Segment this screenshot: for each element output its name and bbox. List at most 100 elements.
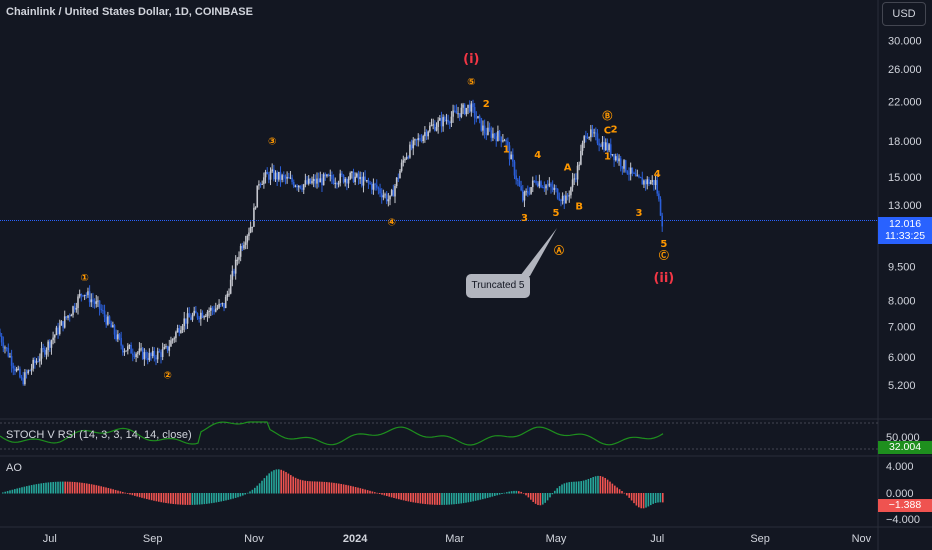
ao-bar [405, 493, 407, 501]
ao-label[interactable]: AO [6, 462, 22, 474]
candle-body [153, 350, 156, 358]
candle-body [565, 195, 567, 204]
candle-body [248, 232, 250, 236]
candle-body [221, 302, 224, 304]
ao-bar [14, 489, 16, 494]
candle-body [186, 313, 189, 324]
ao-bar [114, 489, 117, 494]
candle-body [309, 178, 312, 184]
candle-body [382, 195, 385, 198]
candle-body [390, 190, 393, 196]
ao-bar [374, 492, 376, 494]
price-tick-label: 30.000 [888, 36, 922, 48]
candle-body [583, 136, 585, 144]
ao-bar [59, 481, 62, 494]
candle-body [531, 180, 534, 188]
ao-bar [484, 493, 486, 499]
candle-body [329, 175, 332, 177]
candle-body [361, 176, 363, 186]
ao-bar [532, 493, 534, 502]
ao-bar [299, 479, 302, 494]
candle-body [291, 177, 293, 182]
ao-bar [345, 484, 347, 494]
currency-button[interactable]: USD [882, 2, 926, 26]
ao-bar [143, 493, 146, 499]
candle-body [39, 358, 41, 362]
candle-body [603, 141, 605, 151]
ao-bar [556, 488, 558, 494]
candle-body [35, 361, 38, 363]
candle-body [604, 142, 607, 151]
candle-body [447, 119, 449, 123]
candle-body [183, 318, 186, 327]
truncated-5-callout: Truncated 5 [466, 274, 530, 298]
candle-body [553, 188, 556, 190]
bar-countdown: 11:33:25 [884, 230, 926, 242]
candle-body [67, 315, 69, 318]
ao-bar [458, 493, 460, 504]
ao-bar [198, 493, 201, 505]
ao-bar [270, 471, 273, 494]
ao-bar [33, 484, 35, 494]
ao-bar [479, 493, 482, 500]
ao-bar [508, 491, 510, 494]
candle-body [566, 195, 569, 197]
wave-label: Ⓑ [602, 109, 612, 122]
ao-bar [626, 493, 628, 496]
candle-body [20, 377, 23, 379]
ao-bar [136, 493, 138, 497]
candle-body [95, 301, 98, 304]
ao-bar [138, 493, 141, 498]
ao-bar [659, 493, 662, 503]
ao-bar [119, 491, 122, 494]
candle-body [515, 175, 517, 180]
candle-body [29, 370, 31, 372]
ao-bar [537, 493, 539, 506]
candle-body [369, 182, 371, 184]
candle-body [155, 357, 157, 360]
candle-body [75, 308, 78, 310]
candle-body [591, 129, 594, 134]
candle-body [463, 104, 466, 115]
candle-body [548, 183, 551, 186]
candle-body [561, 195, 564, 201]
candle-body [319, 178, 322, 183]
candle-body [558, 198, 561, 201]
candle-body [344, 178, 347, 183]
ao-bar [498, 493, 501, 495]
candle-body [34, 359, 36, 363]
candle-body [498, 131, 501, 137]
time-axis[interactable]: Jul Sep Nov 2024 Mar May Jul Sep Nov [43, 533, 872, 545]
candle-body [470, 103, 473, 112]
candle-body [50, 340, 53, 348]
candle-body [580, 150, 582, 165]
candle-body [312, 178, 315, 182]
candle-body [654, 180, 657, 185]
ao-bar [503, 492, 506, 494]
ao-bar [338, 483, 340, 494]
ao-bar [304, 480, 306, 494]
wave-label: C [604, 125, 611, 136]
candle-body [467, 104, 469, 108]
ao-bar [263, 478, 266, 494]
stoch-rsi-label[interactable]: STOCH V RSI (14, 3, 3, 14, 14, close) [6, 429, 192, 441]
candle-body [573, 178, 576, 180]
ao-bar [124, 492, 126, 494]
ao-bar [71, 481, 74, 494]
ao-bar [256, 485, 258, 494]
ao-bar [210, 493, 213, 504]
candle-body [15, 368, 18, 372]
candle-body [556, 188, 559, 199]
price-tick-label: 7.000 [888, 322, 916, 334]
candle-body [651, 180, 654, 183]
candle-body [19, 368, 21, 378]
ao-bar [393, 493, 395, 498]
wave-label: ⑤ [467, 77, 475, 88]
ao-bar [28, 485, 30, 494]
ao-bar [354, 486, 357, 494]
price-axis[interactable]: 30.00026.00022.00018.00015.00013.00011.0… [886, 36, 922, 526]
ao-bar [647, 493, 650, 507]
candle-body [380, 193, 383, 198]
candle-body [440, 118, 443, 127]
